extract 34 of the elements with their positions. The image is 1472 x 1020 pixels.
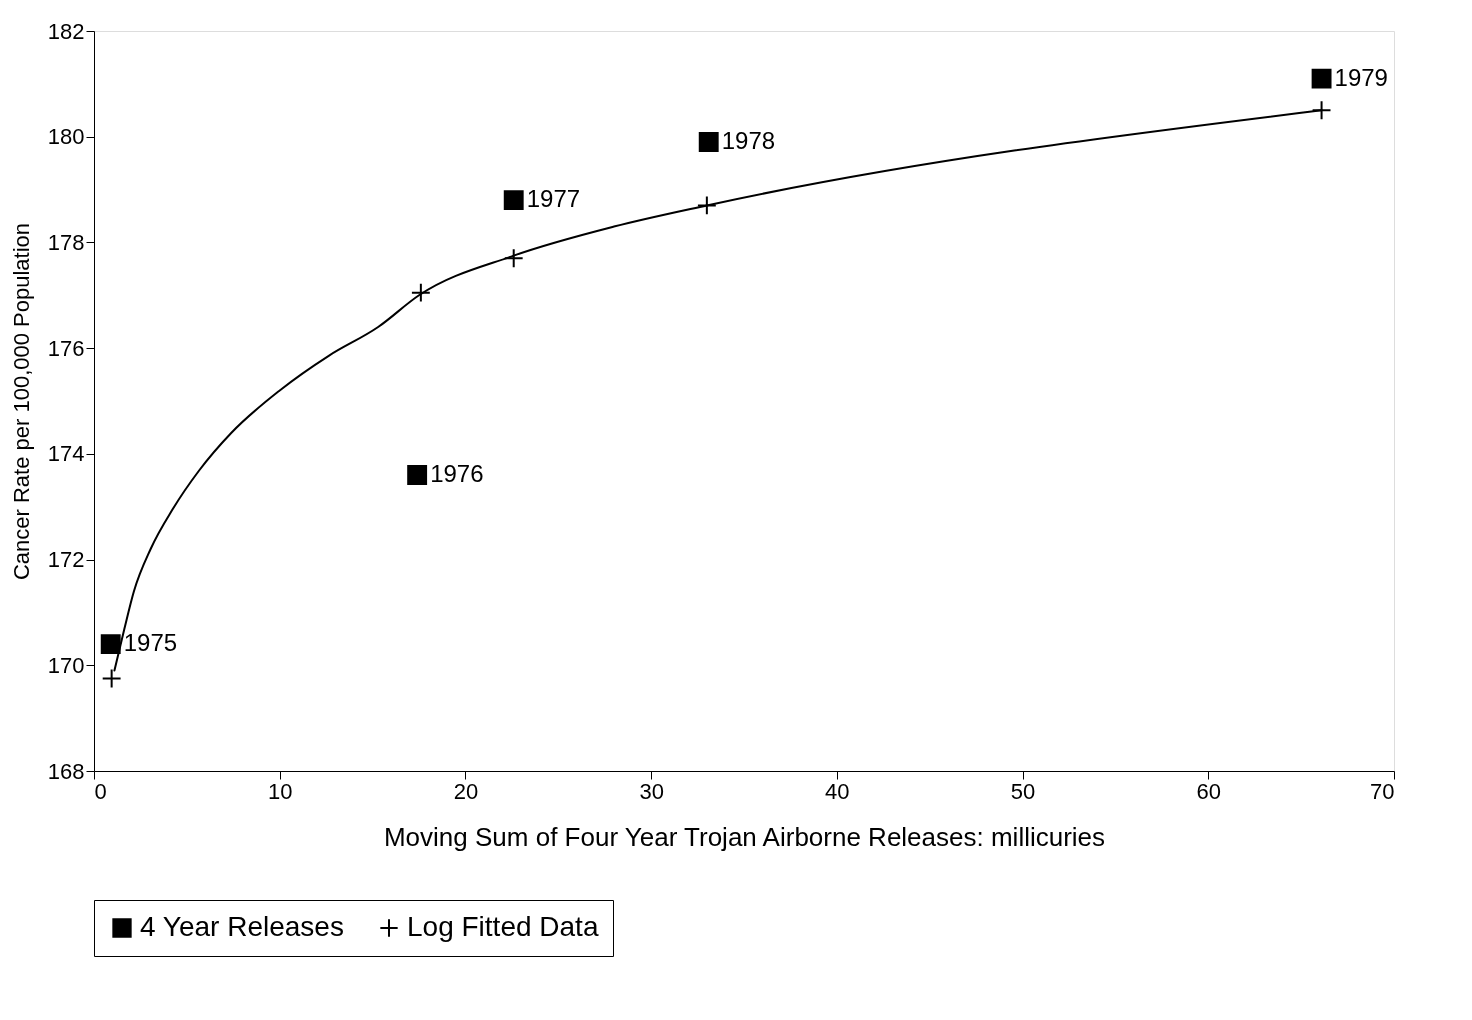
- annotation: 1975: [123, 629, 178, 657]
- annotation: 1979: [1334, 63, 1388, 91]
- legend-label: Log Fitted Data: [407, 911, 599, 942]
- point: [503, 190, 524, 211]
- y-tick-label: 182: [47, 18, 85, 44]
- point: [101, 668, 122, 689]
- y-tick-label: 172: [47, 547, 85, 573]
- x-tick-label: 70: [1370, 778, 1395, 804]
- point: [696, 195, 717, 216]
- point: [100, 634, 121, 655]
- y-tick-label: 180: [47, 124, 85, 150]
- annotation: 1978: [721, 127, 776, 154]
- y-tick-label: 176: [47, 335, 85, 361]
- x-tick-label: 30: [639, 778, 664, 804]
- annotation: 1976: [430, 460, 484, 487]
- annotation: 1977: [526, 185, 581, 213]
- x-tick-label: 40: [825, 778, 850, 804]
- y-tick-label: 178: [47, 229, 85, 255]
- x-tick-label: 10: [267, 778, 293, 804]
- x-axis-title: Moving Sum of Four Year Trojan Airborne Releases: millicuries: [383, 821, 1106, 852]
- y-axis-title: Cancer Rate per 100,000 Population: [8, 222, 34, 581]
- x-tick-label: 60: [1196, 778, 1222, 804]
- point: [1311, 68, 1332, 89]
- point: [407, 465, 428, 485]
- x-tick-label: 20: [453, 778, 479, 804]
- x-tick-label: 50: [1010, 778, 1036, 804]
- y-tick-label: 170: [47, 652, 85, 678]
- y-tick-label: 174: [47, 441, 85, 467]
- point: [1311, 100, 1332, 121]
- point: [698, 132, 719, 152]
- point: [410, 282, 431, 303]
- y-tick-label: 168: [47, 758, 85, 784]
- x-tick-label: 0: [94, 778, 107, 804]
- legend-label: 4 Year Releases: [140, 911, 344, 942]
